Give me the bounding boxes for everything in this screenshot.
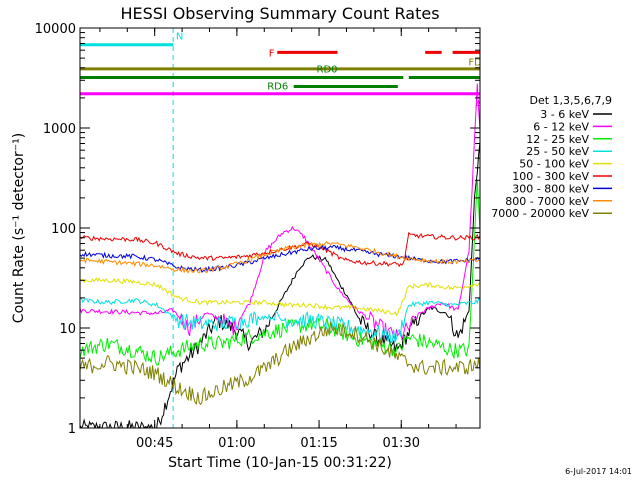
- flag-label-f: F: [269, 48, 275, 59]
- legend-label-4: 50 - 100 keV: [519, 158, 589, 171]
- flag-label-rd6: RD6: [267, 82, 288, 93]
- legend-label-5: 100 - 300 keV: [512, 170, 589, 183]
- series-line-8: [80, 321, 480, 406]
- y-tick-label-0: 1: [68, 422, 76, 437]
- series-line-2: [80, 180, 480, 366]
- series-line-7: [80, 240, 480, 274]
- legend-label-6: 300 - 800 keV: [512, 182, 589, 195]
- date-stamp: 6-Jul-2017 14:01: [565, 467, 632, 476]
- flag-label-n: N: [176, 32, 183, 43]
- y-axis-label: Count Rate (s⁻¹ detector⁻¹): [11, 133, 27, 323]
- x-axis-label: Start Time (10-Jan-15 00:31:22): [168, 455, 392, 471]
- legend-label-8: 7000 - 20000 keV: [491, 207, 589, 220]
- series-line-0: [80, 142, 480, 428]
- x-tick-label-1: 01:00: [218, 436, 255, 451]
- legend-label-3: 25 - 50 keV: [526, 145, 589, 158]
- legend-label-0: 3 - 6 keV: [540, 108, 589, 121]
- legend-label-1: 6 - 12 keV: [533, 120, 589, 133]
- y-tick-label-4: 10000: [35, 22, 76, 37]
- series-line-5: [80, 231, 480, 268]
- series-line-4: [80, 277, 480, 317]
- axes: 00:45 01:00 01:15 01:30 1 10 100 1000 10000: [35, 22, 480, 451]
- y-tick-label-1: 10: [59, 322, 76, 337]
- series-line-3: [80, 297, 480, 344]
- x-tick-label-0: 00:45: [136, 436, 173, 451]
- x-tick-label-2: 01:15: [300, 436, 337, 451]
- x-tick-label-3: 01:30: [383, 436, 420, 451]
- y-tick-label-2: 100: [51, 222, 76, 237]
- chart-title: HESSI Observing Summary Count Rates: [120, 4, 439, 23]
- legend-label-7: 800 - 7000 keV: [505, 195, 589, 208]
- y-tick-label-3: 1000: [43, 122, 76, 137]
- series-line-6: [80, 244, 480, 274]
- flag-label-fd1: FD1: [468, 58, 488, 69]
- legend-label-2: 12 - 25 keV: [526, 133, 589, 146]
- legend-title: Det 1,3,5,6,7,9: [529, 94, 612, 107]
- flag-label-rd0: RD0: [317, 64, 338, 75]
- plot-area: NFFD1FD2RD0RD6A0A1: [80, 28, 488, 428]
- flag-label-a1: A1: [475, 100, 488, 111]
